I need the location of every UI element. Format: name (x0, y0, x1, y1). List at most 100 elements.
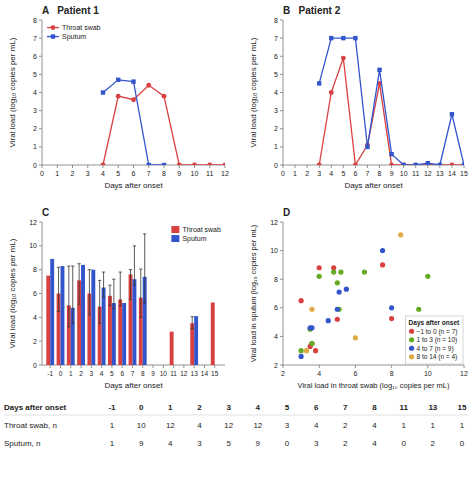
title: A Patient 1 (42, 5, 99, 16)
point (437, 163, 442, 165)
x-tick-label: 8 (141, 370, 145, 377)
panel: 0123456789101112131415012345678B Patient… (249, 5, 468, 190)
x-tick-label: 2 (305, 170, 309, 177)
table-cell: 9 (256, 439, 261, 448)
x-tick-label: 4 (329, 170, 333, 177)
y-axis-line (283, 222, 284, 365)
x-tick-label: 10 (160, 370, 168, 377)
point (335, 317, 340, 322)
table-header-cell: 11 (399, 403, 408, 412)
panel: -10123456789101112131415024681012CDays a… (8, 207, 225, 390)
table-cell: 1 (110, 421, 115, 430)
table-cell: 1 (401, 421, 406, 430)
line (319, 58, 464, 165)
point (223, 163, 225, 165)
legend-symbol (409, 329, 414, 334)
x-axis-label: Days after onset (344, 181, 403, 190)
error-bar (102, 272, 105, 297)
x-tick-label: 1 (55, 170, 59, 177)
legend-symbol (171, 226, 179, 233)
point (398, 232, 403, 237)
x-tick (209, 165, 210, 168)
x-tick (103, 165, 104, 168)
line (319, 38, 464, 165)
y-axis-line (283, 20, 284, 165)
table-rule (4, 415, 468, 416)
point (462, 163, 464, 165)
x-tick (367, 165, 368, 168)
x-tick-label: 9 (177, 170, 181, 177)
panel: 0123456789101112012345678A Patient 1Days… (8, 5, 229, 190)
x-axis-label: Viral load in throat swab (log₁₀ copies … (298, 381, 450, 390)
x-tick-label: 5 (116, 170, 120, 177)
point (414, 163, 418, 165)
bar (112, 303, 116, 365)
x-tick (451, 165, 452, 168)
x-tick (57, 165, 58, 168)
x-tick-label: 14 (201, 370, 209, 377)
x-tick-label: 13 (191, 370, 199, 377)
legend-label: −1 to 0 (n = 7) (417, 328, 458, 336)
y-tick-label: 8 (33, 17, 37, 24)
legend-box (44, 21, 104, 44)
table-cell: 5 (226, 439, 231, 448)
point (162, 163, 166, 165)
x-tick (427, 365, 428, 368)
x-tick-label: 12 (180, 370, 188, 377)
x-tick-label: 10 (191, 170, 199, 177)
point (341, 56, 346, 61)
table-header-cell: 15 (458, 403, 467, 412)
point (450, 112, 454, 116)
x-tick (132, 365, 133, 368)
x-tick-label: 4 (317, 370, 321, 377)
table-header-cell: 5 (285, 403, 290, 412)
y-tick (280, 307, 283, 308)
table-cell: 2 (431, 439, 436, 448)
y-tick (39, 365, 42, 366)
x-tick (343, 165, 344, 168)
table-row-label: Sputum, n (4, 439, 40, 448)
plot-area (101, 78, 225, 165)
x-tick (70, 365, 71, 368)
x-tick (415, 165, 416, 168)
point (337, 289, 342, 294)
y-tick (39, 317, 42, 318)
y-axis-line (42, 20, 43, 165)
point (317, 163, 322, 165)
y-tick (280, 38, 283, 39)
x-axis-line (283, 365, 464, 366)
y-axis-label: Viral load (log₁₀ copies per mL) (8, 238, 17, 348)
y-tick (39, 269, 42, 270)
point (365, 145, 369, 149)
table-row-label: Throat swab, n (4, 421, 57, 430)
x-tick (72, 165, 73, 168)
table-cell: 12 (166, 421, 175, 430)
x-tick-label: 10 (424, 370, 432, 377)
x-tick (173, 365, 174, 368)
table-cell: 4 (372, 439, 377, 448)
table-cell: 1 (110, 439, 115, 448)
y-axis-label: Viral load in sputum (log₁₀ copies per m… (249, 224, 258, 362)
line (103, 80, 164, 165)
y-tick (280, 20, 283, 21)
x-tick-label: 15 (211, 370, 219, 377)
y-tick (280, 146, 283, 147)
x-tick-label: -1 (47, 370, 53, 377)
x-tick-label: 11 (170, 370, 177, 377)
y-tick-label: 5 (274, 71, 278, 78)
x-tick (50, 365, 51, 368)
error-bar (71, 266, 74, 323)
panel: 2468101224681012DViral load in throat sw… (249, 207, 468, 390)
error-bar (112, 279, 115, 309)
y-tick-label: 2 (274, 362, 278, 369)
x-tick (464, 165, 465, 168)
point (101, 90, 105, 94)
legend-label: 4 to 7 (n = 9) (417, 345, 454, 353)
table-cell: 9 (139, 439, 144, 448)
x-tick-label: 12 (460, 370, 468, 377)
bar (122, 303, 126, 365)
error-bar (78, 264, 81, 305)
point (353, 335, 358, 340)
x-tick (153, 365, 154, 368)
y-tick (280, 279, 283, 280)
